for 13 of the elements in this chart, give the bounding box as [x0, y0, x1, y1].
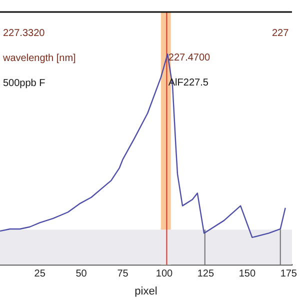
x-tick-label: 150 [238, 268, 256, 280]
x-tick-label: 25 [34, 268, 46, 280]
x-tick-label: 125 [197, 268, 214, 280]
x-axis-title: pixel [134, 285, 158, 298]
annotation: 500ppb F [3, 78, 46, 89]
text: 227.3320 [3, 28, 46, 39]
x-tick-label: 50 [76, 268, 88, 280]
x-tick-label: 75 [117, 268, 129, 280]
text: 227 [272, 28, 290, 39]
x-tick-label: 100 [156, 268, 174, 280]
x-tick-label: 175 [280, 268, 298, 280]
annotation: 227.4700 [168, 52, 211, 64]
annotation: wavelength [nm] [2, 53, 76, 64]
